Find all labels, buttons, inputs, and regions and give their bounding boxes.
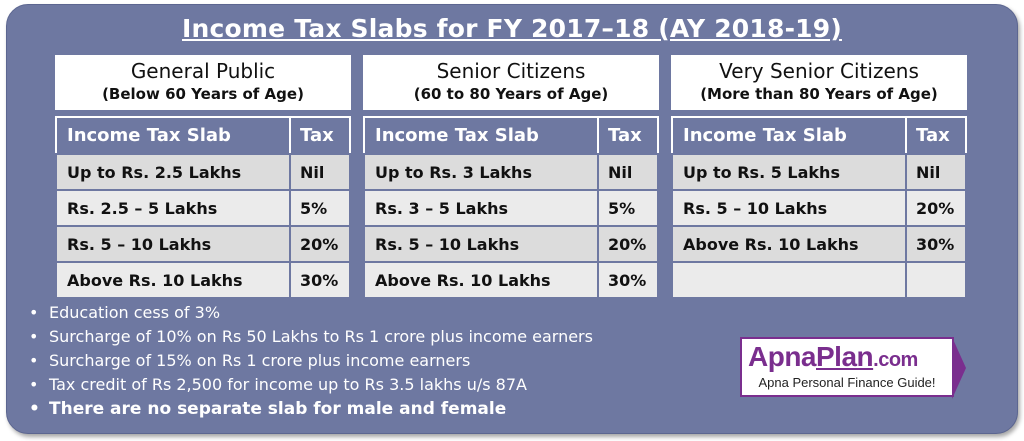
slab-cell: Up to Rs. 3 Lakhs: [363, 153, 599, 191]
slab-cell: Above Rs. 10 Lakhs: [363, 261, 599, 299]
panel-heading: General Public: [130, 59, 276, 83]
tax-cell: 5%: [597, 189, 659, 227]
table-row: [671, 261, 967, 299]
apnaplan-logo[interactable]: ApnaPlan.com Apna Personal Finance Guide…: [740, 337, 970, 399]
table-header-row: Income Tax Slab Tax: [363, 116, 659, 155]
tax-cell: 30%: [597, 261, 659, 299]
logo-box: ApnaPlan.com Apna Personal Finance Guide…: [740, 337, 954, 397]
slab-cell: Rs. 5 – 10 Lakhs: [671, 189, 907, 227]
column-header-slab: Income Tax Slab: [671, 116, 907, 155]
tax-cell: 20%: [905, 189, 967, 227]
tax-cell: [905, 261, 967, 299]
bullet-icon: •: [29, 351, 39, 370]
note-text: There are no separate slab for male and …: [49, 399, 507, 419]
column-header-tax: Tax: [905, 116, 967, 155]
note-text: Education cess of 3%: [49, 303, 221, 322]
slab-table: Income Tax Slab Tax Up to Rs. 2.5 Lakhs …: [55, 116, 351, 299]
tax-cell: 5%: [289, 189, 351, 227]
slab-table: Income Tax Slab Tax Up to Rs. 3 Lakhs Ni…: [363, 116, 659, 299]
column-header-tax: Tax: [289, 116, 351, 155]
bullet-icon: •: [29, 303, 39, 322]
panel-subheading: (More than 80 Years of Age): [700, 85, 938, 103]
table-row: Rs. 2.5 – 5 Lakhs 5%: [55, 189, 351, 227]
tax-cell: Nil: [905, 153, 967, 191]
panel-heading: Senior Citizens: [436, 59, 586, 83]
tax-cell: 30%: [905, 225, 967, 263]
page-title: Income Tax Slabs for FY 2017–18 (AY 2018…: [182, 14, 842, 43]
panel-senior-citizens: Senior Citizens (60 to 80 Years of Age) …: [363, 55, 659, 299]
table-header-row: Income Tax Slab Tax: [671, 116, 967, 155]
tax-cell: Nil: [289, 153, 351, 191]
panel-subheading: (Below 60 Years of Age): [102, 85, 304, 103]
arrow-icon: [952, 337, 966, 399]
table-row: Rs. 5 – 10 Lakhs 20%: [55, 225, 351, 263]
tax-cell: Nil: [597, 153, 659, 191]
table-row: Up to Rs. 2.5 Lakhs Nil: [55, 153, 351, 191]
slab-cell: Rs. 5 – 10 Lakhs: [363, 225, 599, 263]
table-row: Rs. 3 – 5 Lakhs 5%: [363, 189, 659, 227]
list-item: • Education cess of 3%: [29, 301, 593, 325]
panel-heading: Very Senior Citizens: [719, 59, 919, 83]
tax-cell: 20%: [597, 225, 659, 263]
logo-apna: Apna: [748, 341, 817, 372]
slab-table: Income Tax Slab Tax Up to Rs. 5 Lakhs Ni…: [671, 116, 967, 299]
table-row: Above Rs. 10 Lakhs 30%: [55, 261, 351, 299]
column-header-slab: Income Tax Slab: [363, 116, 599, 155]
bullet-icon: •: [29, 399, 40, 419]
note-text: Surcharge of 15% on Rs 1 crore plus inco…: [49, 351, 471, 370]
panel-header: Very Senior Citizens (More than 80 Years…: [671, 55, 967, 110]
panel-subheading: (60 to 80 Years of Age): [413, 85, 609, 103]
note-text: Surcharge of 10% on Rs 50 Lakhs to Rs 1 …: [49, 327, 593, 346]
slab-cell: Rs. 5 – 10 Lakhs: [55, 225, 291, 263]
panel-header: Senior Citizens (60 to 80 Years of Age): [363, 55, 659, 110]
slab-cell: Above Rs. 10 Lakhs: [55, 261, 291, 299]
column-header-tax: Tax: [597, 116, 659, 155]
logo-plan: Plan: [816, 341, 874, 372]
table-row: Above Rs. 10 Lakhs 30%: [671, 225, 967, 263]
slab-cell: Above Rs. 10 Lakhs: [671, 225, 907, 263]
list-item: • Surcharge of 15% on Rs 1 crore plus inc…: [29, 349, 593, 373]
table-row: Rs. 5 – 10 Lakhs 20%: [671, 189, 967, 227]
slab-cell: Up to Rs. 5 Lakhs: [671, 153, 907, 191]
table-row: Above Rs. 10 Lakhs 30%: [363, 261, 659, 299]
slab-cell: Rs. 2.5 – 5 Lakhs: [55, 189, 291, 227]
list-item: • Tax credit of Rs 2,500 for income up to…: [29, 373, 593, 397]
tax-cell: 20%: [289, 225, 351, 263]
list-item: • There are no separate slab for male and…: [29, 397, 593, 421]
bullet-icon: •: [29, 375, 39, 394]
tax-slab-card: Income Tax Slabs for FY 2017–18 (AY 2018…: [6, 4, 1018, 434]
bullet-icon: •: [29, 327, 39, 346]
note-text: Tax credit of Rs 2,500 for income up to …: [49, 375, 527, 394]
table-row: Rs. 5 – 10 Lakhs 20%: [363, 225, 659, 263]
slab-cell: Rs. 3 – 5 Lakhs: [363, 189, 599, 227]
table-row: Up to Rs. 5 Lakhs Nil: [671, 153, 967, 191]
panel-header: General Public (Below 60 Years of Age): [55, 55, 351, 110]
slab-cell: Up to Rs. 2.5 Lakhs: [55, 153, 291, 191]
list-item: • Surcharge of 10% on Rs 50 Lakhs to Rs 1…: [29, 325, 593, 349]
logo-wordmark: ApnaPlan.com: [748, 341, 918, 373]
slab-cell: [671, 261, 907, 299]
logo-com: .com: [873, 349, 918, 371]
table-row: Up to Rs. 3 Lakhs Nil: [363, 153, 659, 191]
logo-tagline: Apna Personal Finance Guide!: [758, 375, 936, 390]
panel-very-senior-citizens: Very Senior Citizens (More than 80 Years…: [671, 55, 967, 299]
column-header-slab: Income Tax Slab: [55, 116, 291, 155]
tax-cell: 30%: [289, 261, 351, 299]
notes-list: • Education cess of 3% • Surcharge of 10% …: [29, 301, 593, 421]
table-header-row: Income Tax Slab Tax: [55, 116, 351, 155]
panel-general-public: General Public (Below 60 Years of Age) I…: [55, 55, 351, 299]
